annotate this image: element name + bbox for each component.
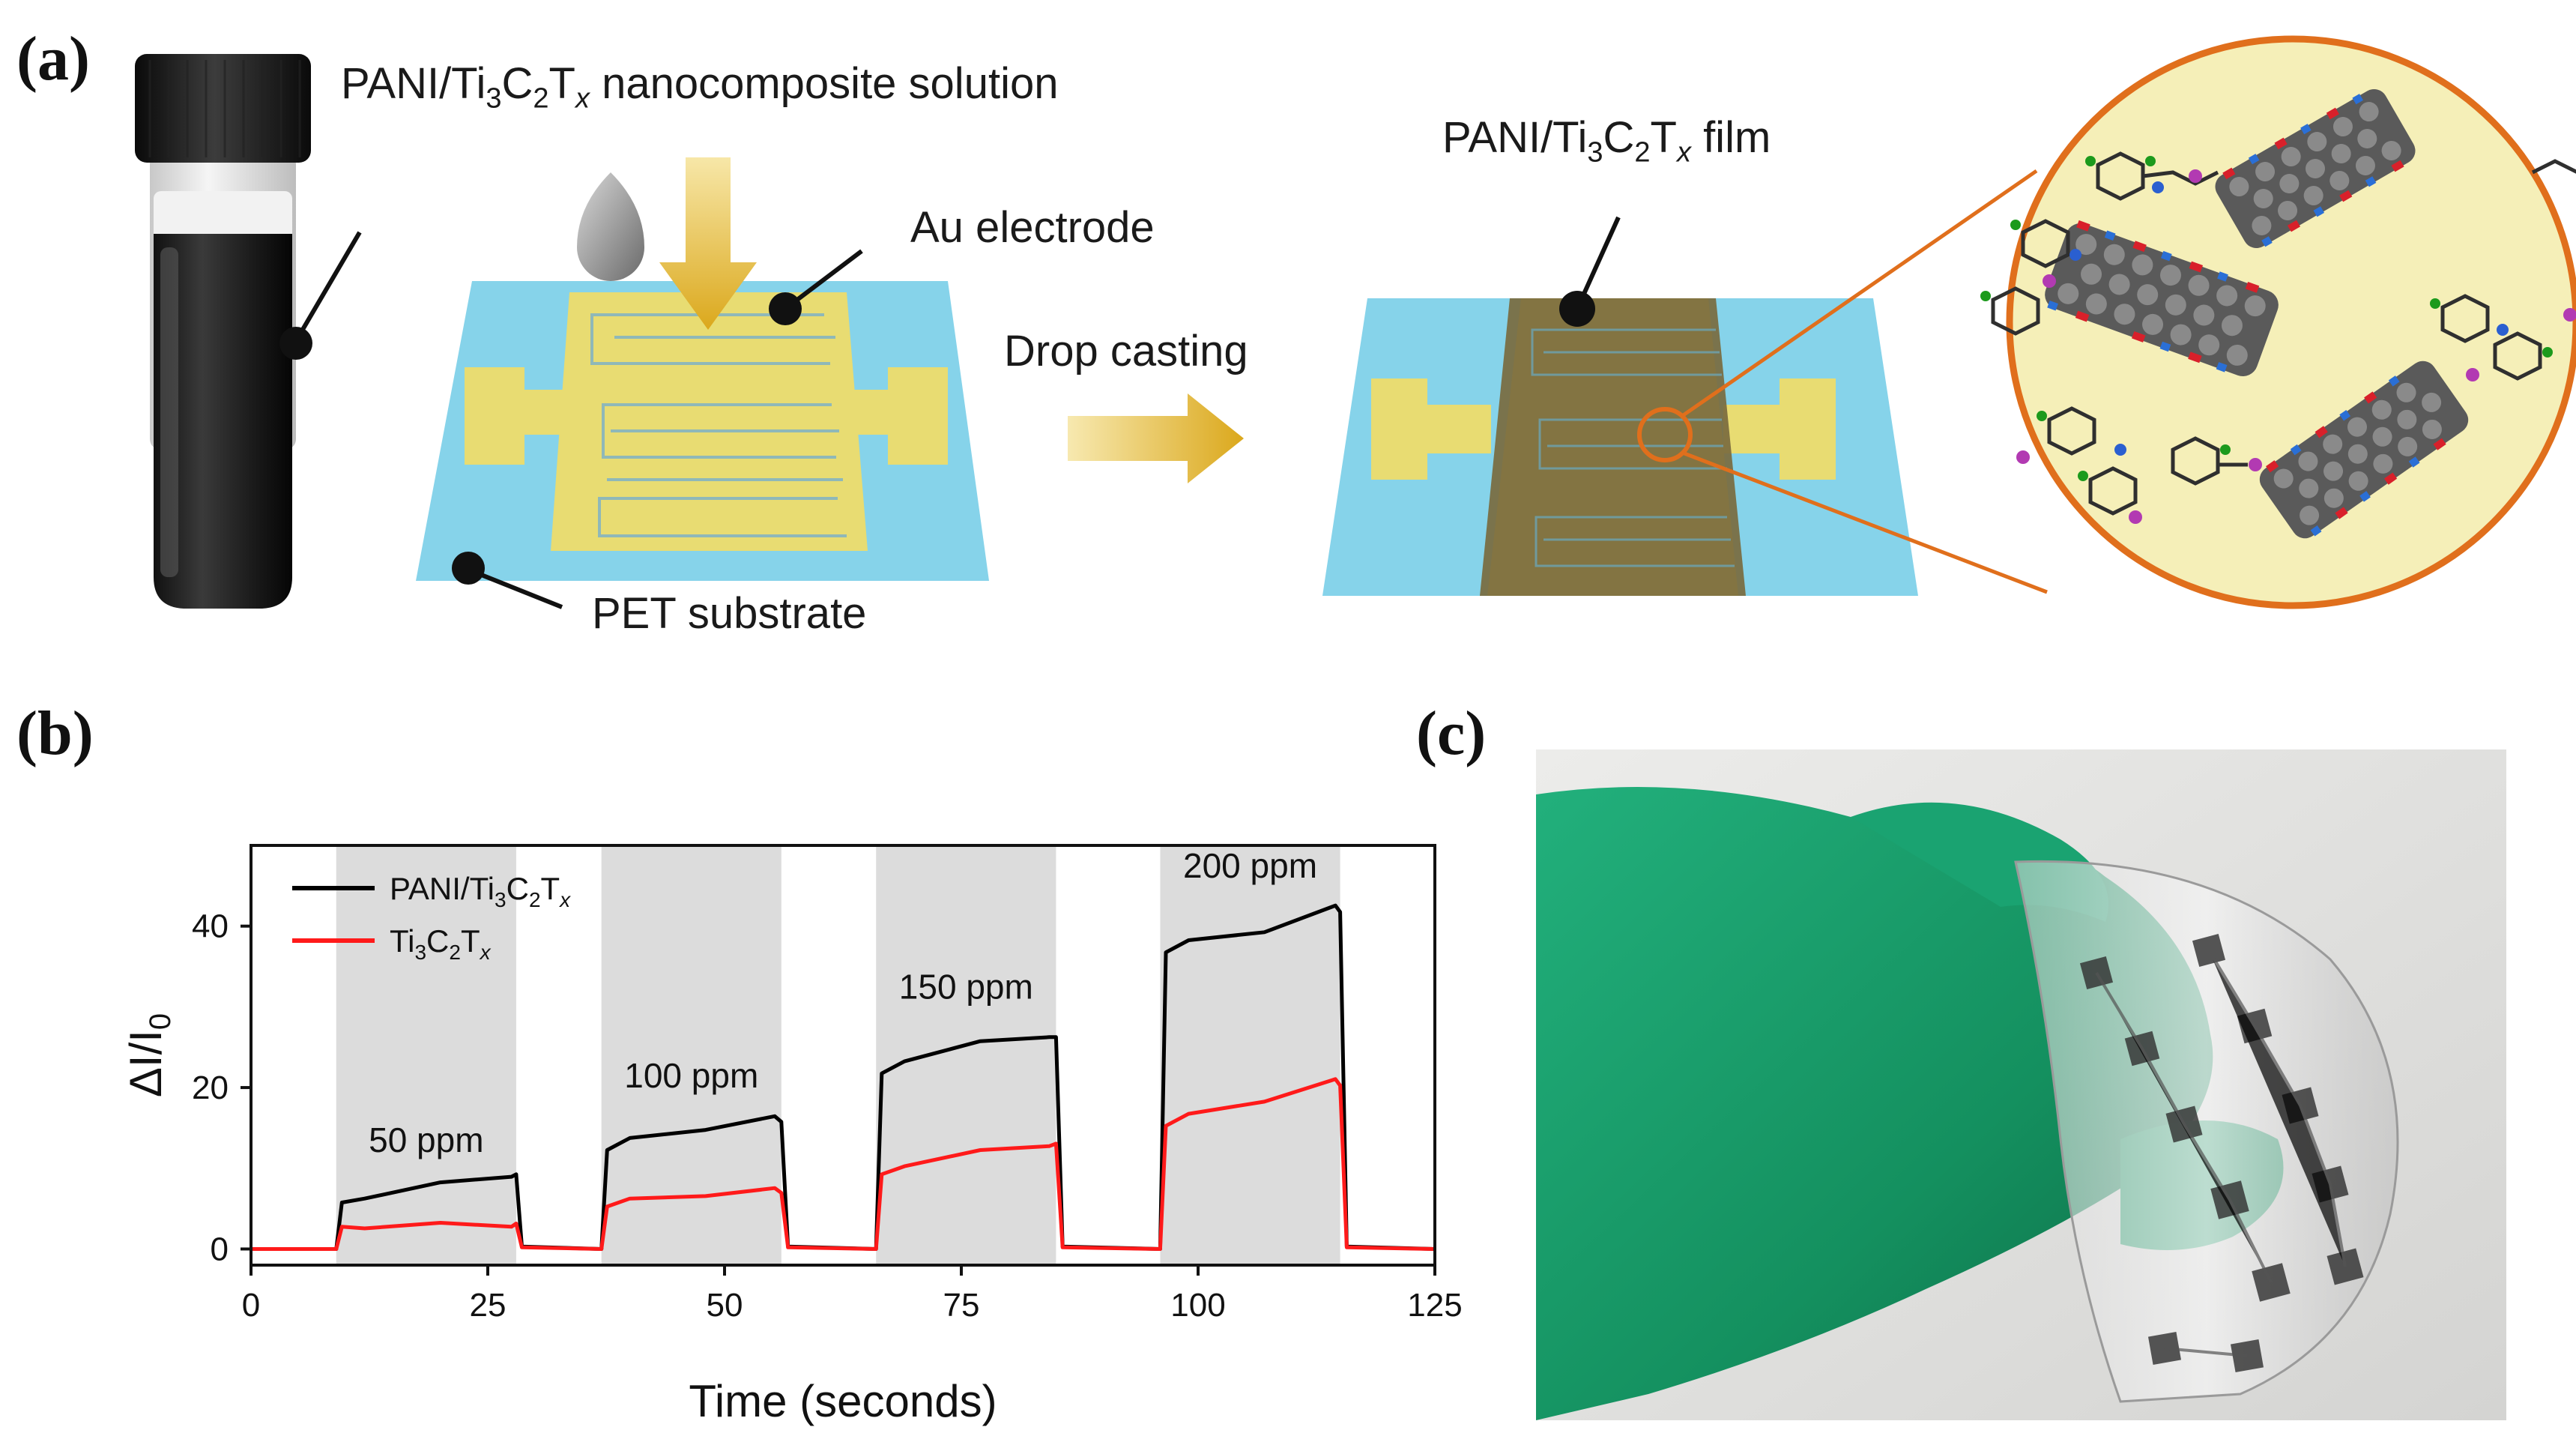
droplet-icon: [577, 172, 644, 281]
legend: PANI/Ti3C2Tx Ti3C2Tx: [292, 871, 571, 964]
exposure-band: [876, 845, 1056, 1265]
drop-casting-arrow-icon: [1068, 393, 1244, 483]
x-tick-label: 125: [1407, 1287, 1462, 1324]
drop-casting-label: Drop casting: [1004, 327, 1248, 375]
pani-nitrogen-atoms: [2069, 181, 2509, 456]
series-line-mxene: [251, 1077, 1436, 1251]
exposure-band: [1160, 845, 1340, 1265]
concentration-label: 150 ppm: [899, 968, 1033, 1007]
pet-substrate-label: PET substrate: [592, 589, 867, 638]
film-label: PANI/Ti3C2Tx film: [1442, 113, 1771, 169]
vial-liquid: [154, 234, 292, 609]
x-tick-label: 0: [242, 1287, 260, 1324]
zoom-origin: [1637, 407, 1693, 462]
panel-label-c: (c): [1416, 699, 1487, 768]
panel-label-b: (b): [16, 699, 94, 768]
exposure-band: [601, 845, 781, 1265]
vial-pointer-dot: [279, 327, 312, 360]
left-pad-2: [1371, 378, 1491, 480]
vial-photo: [135, 54, 362, 609]
left-pad: [465, 367, 577, 465]
panel-label-a: (a): [16, 24, 90, 94]
mxene-flake: [2215, 88, 2416, 249]
vial-pointer: [294, 231, 362, 343]
substrate-pointer-dot: [452, 552, 485, 585]
concentration-label: 200 ppm: [1183, 846, 1317, 885]
right-pad-2: [1723, 378, 1836, 480]
au-electrode-label: Au electrode: [910, 203, 1155, 252]
x-tick-label: 100: [1170, 1287, 1225, 1324]
right-pad: [835, 367, 948, 465]
y-tick-label: 0: [211, 1231, 229, 1267]
pani-hydrogen-atoms: [1980, 156, 2553, 481]
x-tick-label: 75: [943, 1287, 980, 1324]
device-before: [416, 249, 989, 609]
y-tick-label: 20: [192, 1070, 229, 1106]
schematic-a: [135, 35, 2576, 609]
y-tick-label: 40: [192, 908, 229, 945]
zoom-circle: [2006, 35, 2576, 609]
legend-label-pani: PANI/Ti3C2Tx: [390, 871, 571, 911]
mxene-flake: [2045, 220, 2279, 377]
device-after: [1322, 169, 2048, 596]
y-axis-label: ΔI/I0: [121, 1013, 177, 1097]
molecular-zoom: [1980, 35, 2576, 609]
response-chart: 0 25 50 75 100 125 0 20 40 50 ppm 100 ppm 150 ppm…: [121, 844, 1463, 1426]
legend-label-mxene: Ti3C2Tx: [390, 923, 492, 964]
concentration-label: 50 ppm: [369, 1120, 483, 1159]
pani-chains: [1991, 151, 2576, 516]
vial-cap: [135, 54, 311, 163]
sensor-interconnects: [2095, 949, 2347, 1357]
solution-label: PANI/Ti3C2Tx nanocomposite solution: [341, 59, 1059, 115]
x-tick-label: 50: [707, 1287, 743, 1324]
film-pointer-dot: [1559, 291, 1595, 327]
plot-frame: [250, 844, 1436, 1267]
exposure-band: [336, 845, 516, 1265]
electrode-fingers: [590, 313, 847, 537]
mxene-flake: [2259, 361, 2469, 539]
x-tick-label: 25: [470, 1287, 507, 1324]
concentration-label: 100 ppm: [624, 1056, 758, 1095]
flexible-sensor-photo: [1536, 749, 2506, 1420]
down-arrow-icon: [659, 157, 757, 330]
au-electrode: [551, 292, 868, 551]
electrode-pointer-dot: [769, 292, 802, 325]
pani-dopant-atoms: [2016, 169, 2576, 524]
x-axis-label: Time (seconds): [689, 1376, 997, 1426]
